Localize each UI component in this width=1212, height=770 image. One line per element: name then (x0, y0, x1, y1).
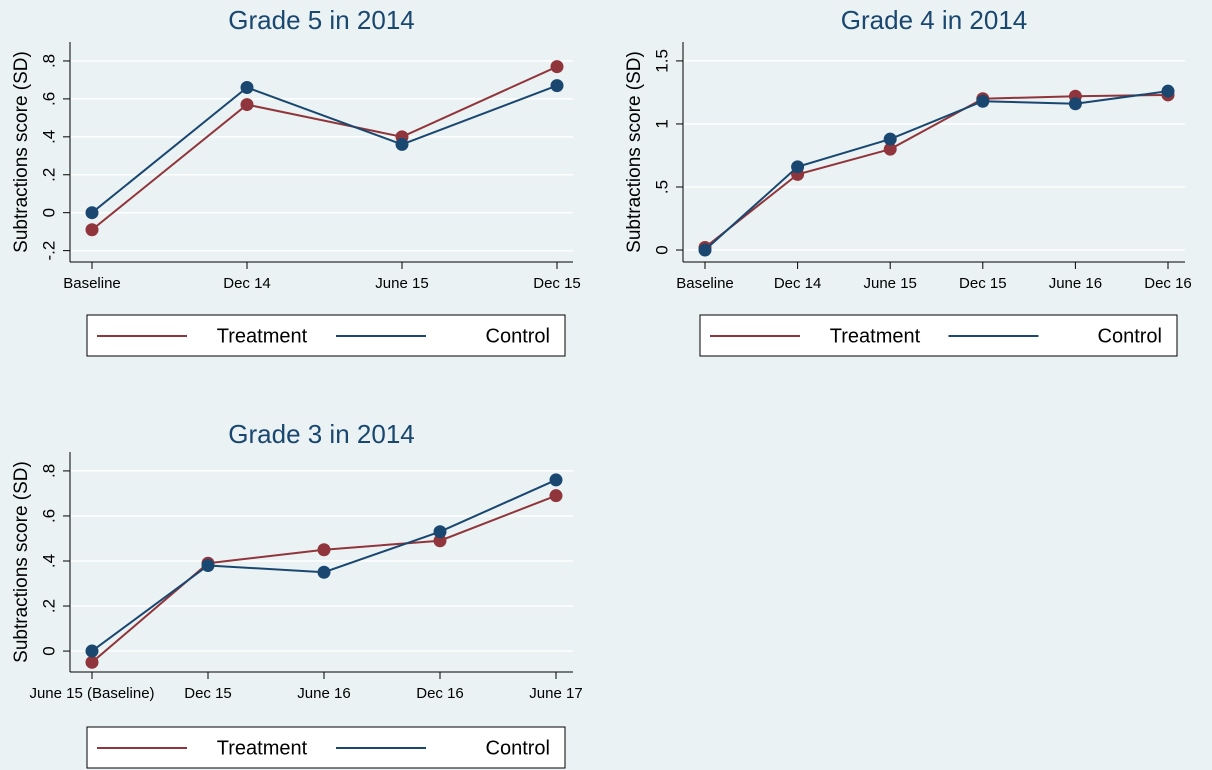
x-tick-label: June 15 (375, 275, 428, 292)
y-tick-label: -.2 (39, 241, 58, 261)
point (85, 655, 99, 669)
series-line (91, 84, 558, 214)
point (85, 206, 99, 220)
point (395, 137, 409, 151)
x-tick-label: June 16 (1049, 275, 1102, 292)
chart-title: Grade 5 in 2014 (228, 5, 414, 35)
point (976, 94, 990, 108)
legend-label: Control (486, 325, 550, 347)
series-line (91, 65, 558, 231)
chart-title: Grade 4 in 2014 (841, 5, 1027, 35)
point (549, 489, 563, 503)
point (883, 132, 897, 146)
legend-label: Treatment (217, 325, 308, 347)
x-tick-label: June 17 (529, 685, 582, 702)
x-tick-label: Dec 15 (959, 275, 1007, 292)
y-tick-label: 0 (39, 208, 58, 217)
x-tick-label: Dec 15 (184, 685, 232, 702)
point (240, 98, 254, 112)
point (550, 60, 564, 74)
point (85, 644, 99, 658)
point (883, 142, 897, 156)
legend-label: Treatment (217, 737, 308, 759)
point (1068, 97, 1082, 111)
series-line (704, 90, 1169, 251)
y-tick-label: .8 (39, 54, 58, 68)
point (317, 565, 331, 579)
x-tick-label: June 15 (Baseline) (29, 685, 154, 702)
x-tick-label: Dec 16 (416, 685, 464, 702)
y-tick-label: .4 (39, 130, 58, 144)
point (85, 223, 99, 237)
legend-label: Control (1098, 325, 1162, 347)
x-tick-label: Dec 15 (533, 275, 581, 292)
y-tick-label: 0 (652, 245, 671, 254)
y-axis-label: Subtractions score (SD) (11, 461, 32, 663)
point (433, 525, 447, 539)
y-tick-label: .4 (39, 554, 58, 568)
x-tick-label: Dec 16 (1144, 275, 1192, 292)
y-tick-label: .2 (39, 168, 58, 182)
chart-title: Grade 3 in 2014 (228, 419, 414, 449)
series-line (704, 93, 1169, 249)
point (791, 160, 805, 174)
point (201, 558, 215, 572)
y-axis-label: Subtractions score (SD) (11, 51, 32, 253)
y-tick-label: 1 (652, 119, 671, 128)
y-tick-label: 0 (39, 646, 58, 655)
point (549, 473, 563, 487)
point (698, 243, 712, 257)
y-tick-label: 1.5 (652, 49, 671, 73)
point (317, 543, 331, 557)
legend-label: Control (486, 737, 550, 759)
legend-label: Treatment (830, 325, 921, 347)
y-tick-label: .5 (652, 180, 671, 194)
y-axis-label: Subtractions score (SD) (624, 51, 645, 253)
point (550, 79, 564, 93)
point (240, 81, 254, 95)
y-tick-label: .8 (39, 464, 58, 478)
point (1161, 84, 1175, 98)
x-tick-label: Baseline (676, 275, 734, 292)
x-tick-label: Baseline (63, 275, 121, 292)
x-tick-label: June 16 (297, 685, 350, 702)
point (433, 534, 447, 548)
x-tick-label: Dec 14 (223, 275, 271, 292)
y-tick-label: .2 (39, 599, 58, 613)
x-tick-label: June 15 (864, 275, 917, 292)
y-tick-label: .6 (39, 509, 58, 523)
x-tick-label: Dec 14 (774, 275, 822, 292)
y-tick-label: .6 (39, 92, 58, 106)
